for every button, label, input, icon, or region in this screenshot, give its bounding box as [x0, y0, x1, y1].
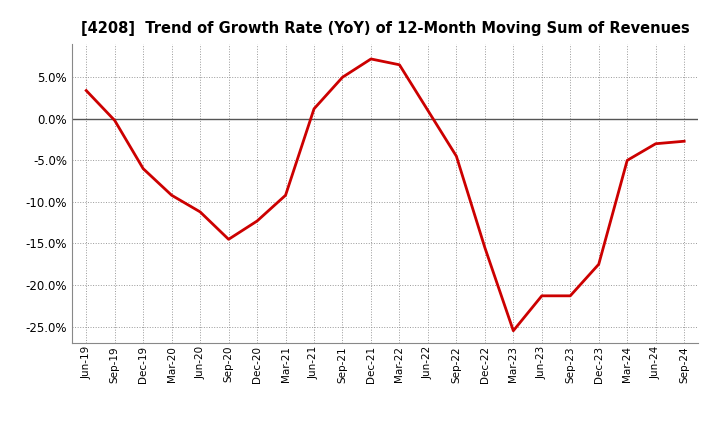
Title: [4208]  Trend of Growth Rate (YoY) of 12-Month Moving Sum of Revenues: [4208] Trend of Growth Rate (YoY) of 12-…	[81, 21, 690, 36]
